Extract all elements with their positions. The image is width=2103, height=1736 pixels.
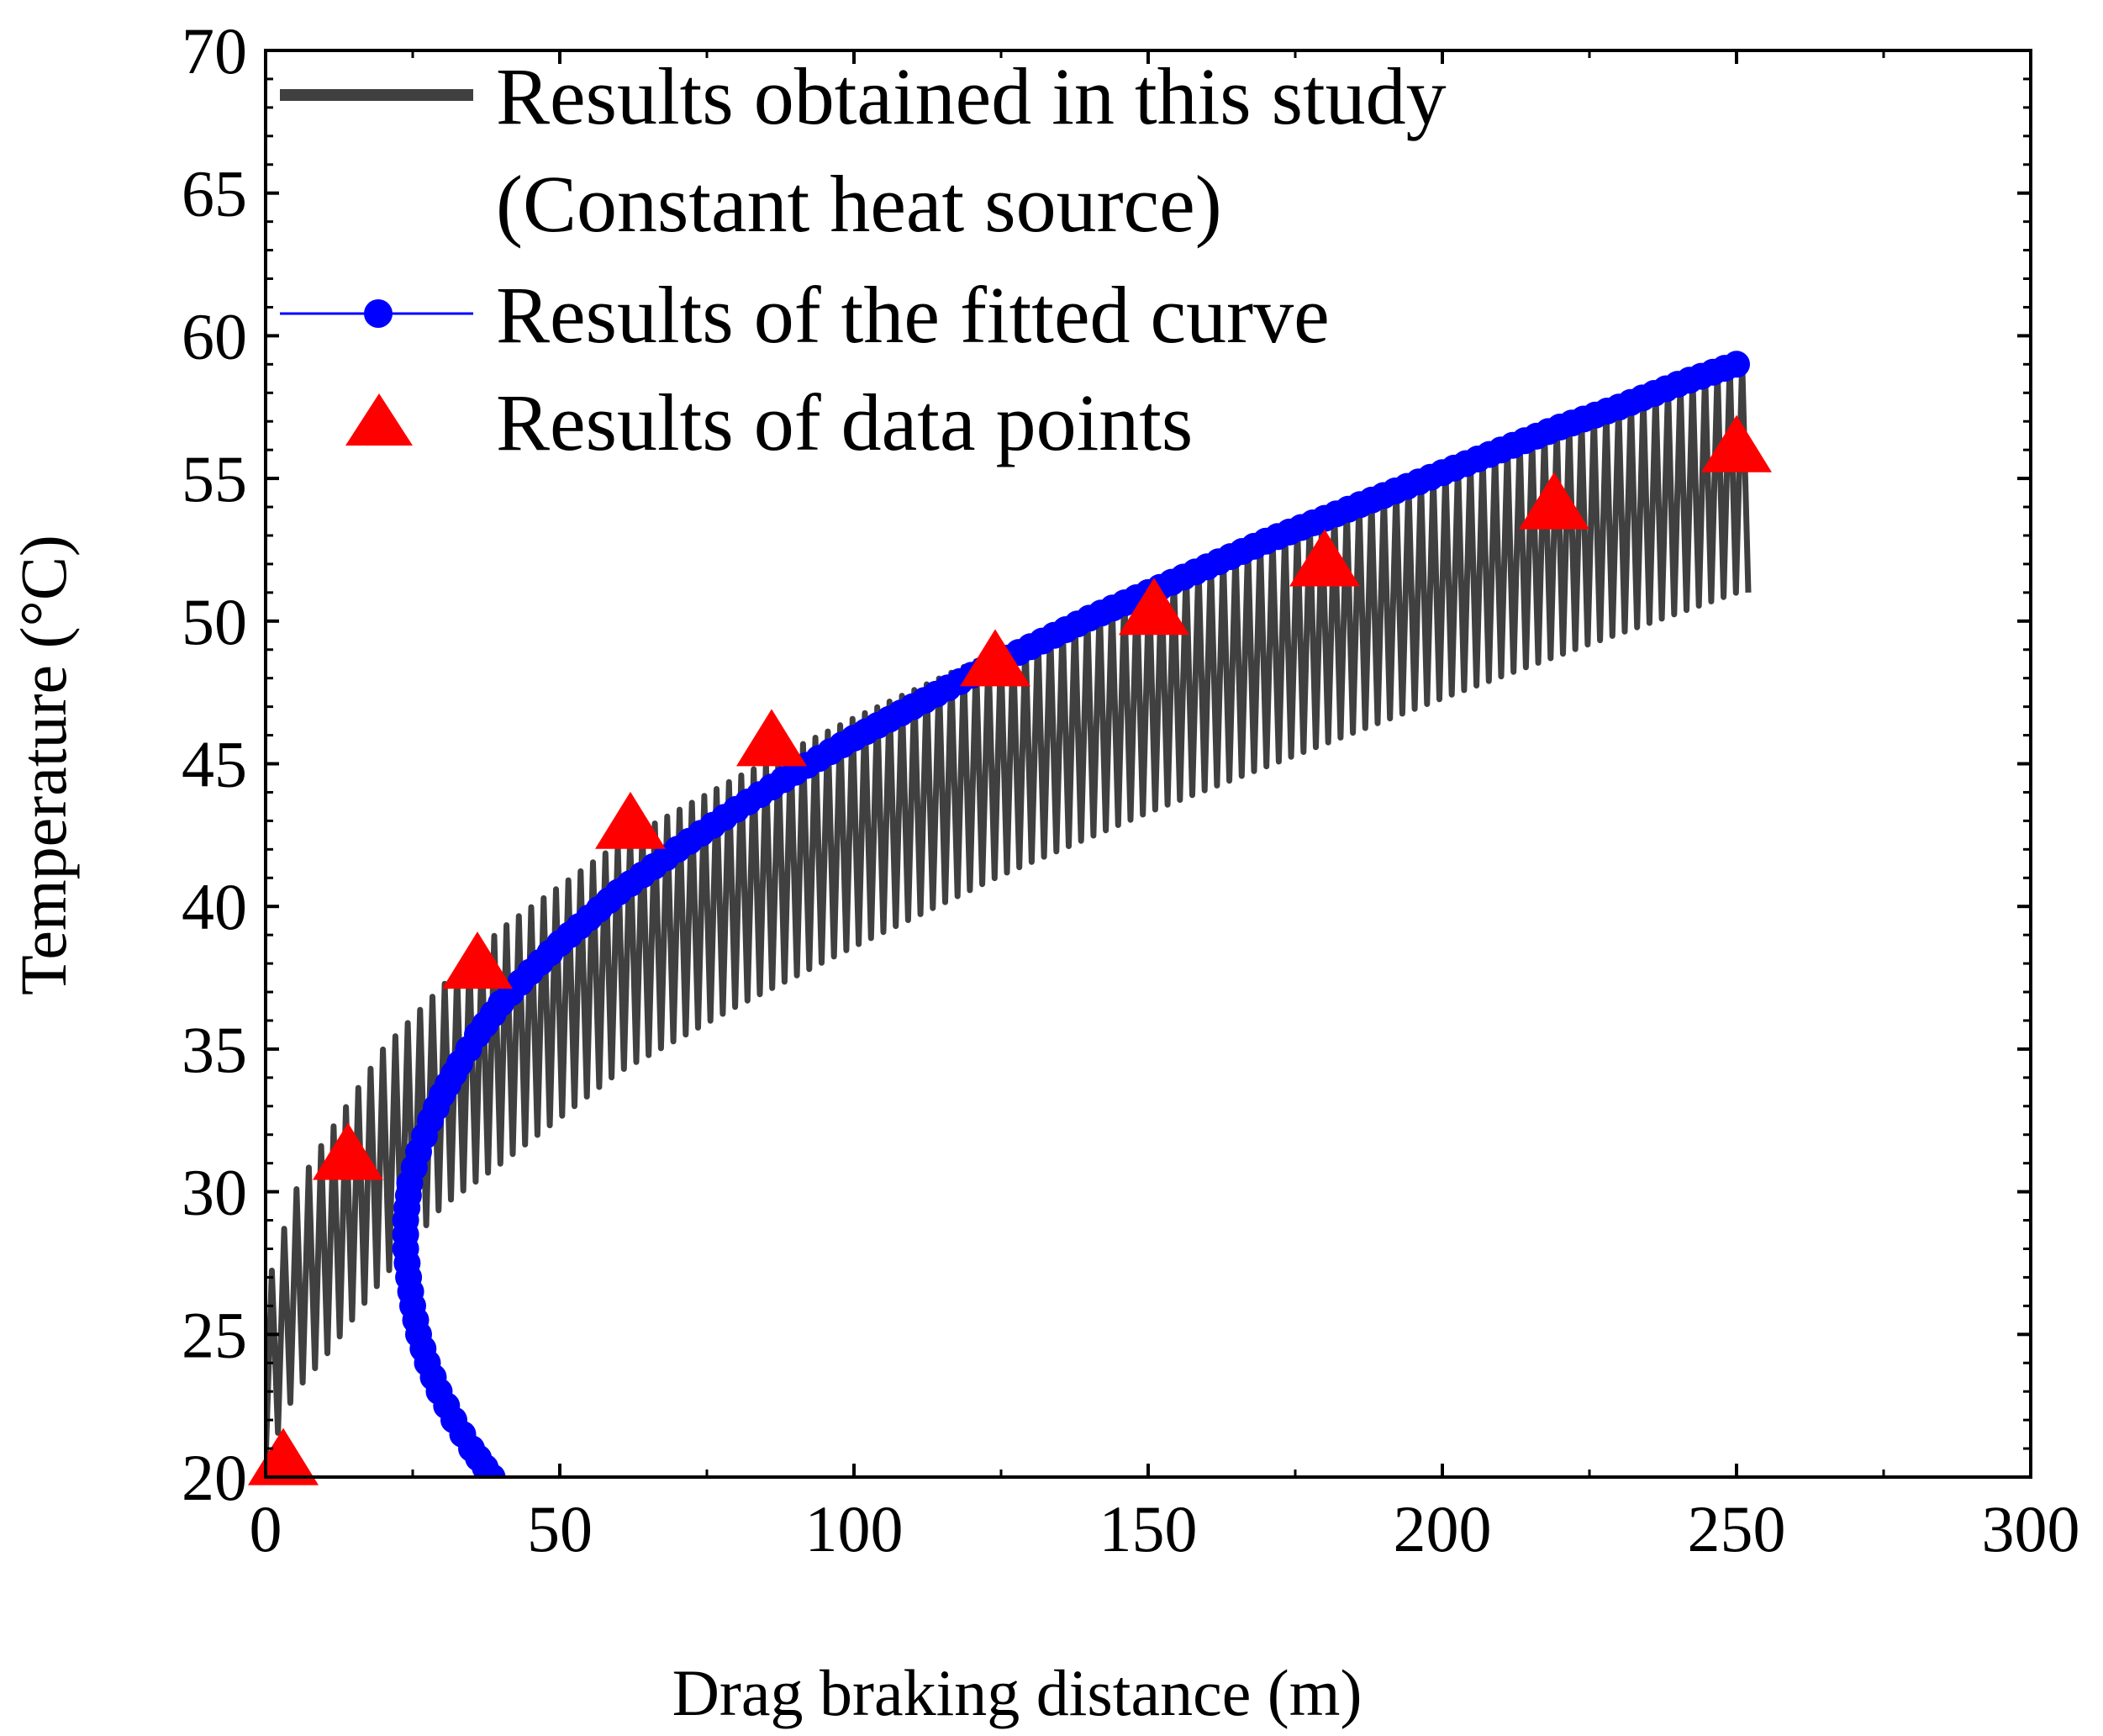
y-tick-label: 60 [182,299,247,372]
y-tick-label: 25 [182,1298,247,1371]
plot-frame [264,49,2032,1479]
y-tick-label: 65 [182,157,247,230]
data-point-triangle [442,931,513,989]
data-point-triangle [1519,472,1589,530]
x-tick-label: 300 [1982,1492,2080,1565]
y-tick-label: 20 [182,1441,247,1514]
legend-label-fitted: Results of the fitted curve [496,270,1330,360]
y-tick-label: 55 [182,442,247,515]
y-tick-label: 45 [182,728,247,801]
x-axis-title: Drag braking distance (m) [672,1656,1362,1729]
data-point-triangle [313,1122,383,1180]
y-axis-title: Temperature (°C) [7,535,80,995]
y-tick-label: 30 [182,1156,247,1229]
legend-label-study: Results obtained in this study [496,51,1447,141]
data-point-triangle [736,709,807,767]
y-tick-label: 50 [182,585,247,658]
fitted-point [1723,351,1750,378]
y-tick-label: 70 [182,14,247,87]
y-tick-label: 35 [182,1013,247,1086]
legend-marker-fitted [364,299,393,328]
data-point-triangle [1701,414,1772,472]
legend-marker-datapoints [345,393,413,446]
data-point-triangle [1289,529,1360,587]
legend: Results obtained in this study (Constant… [280,51,1447,467]
data-point-triangle [1119,578,1189,636]
x-tick-label: 200 [1394,1492,1492,1565]
x-tick-label: 0 [250,1492,282,1565]
data-point-triangle [960,629,1030,687]
x-tick-label: 150 [1099,1492,1198,1565]
plot-area [248,351,1772,1485]
axes: 0 50 100 150 200 250 300 20 25 30 35 40 45 50 55 60 65 70 [182,14,2080,1565]
x-tick-label: 100 [805,1492,904,1565]
y-tick-label: 40 [182,870,247,943]
data-point-triangle [595,791,666,849]
legend-label-datapoints: Results of data points [496,377,1193,467]
series-study-line [266,358,1752,1464]
legend-label-study-line2: (Constant heat source) [496,159,1222,249]
plot-clip-group [266,351,1752,1477]
x-tick-label: 250 [1688,1492,1786,1565]
x-tick-label: 50 [527,1492,593,1565]
